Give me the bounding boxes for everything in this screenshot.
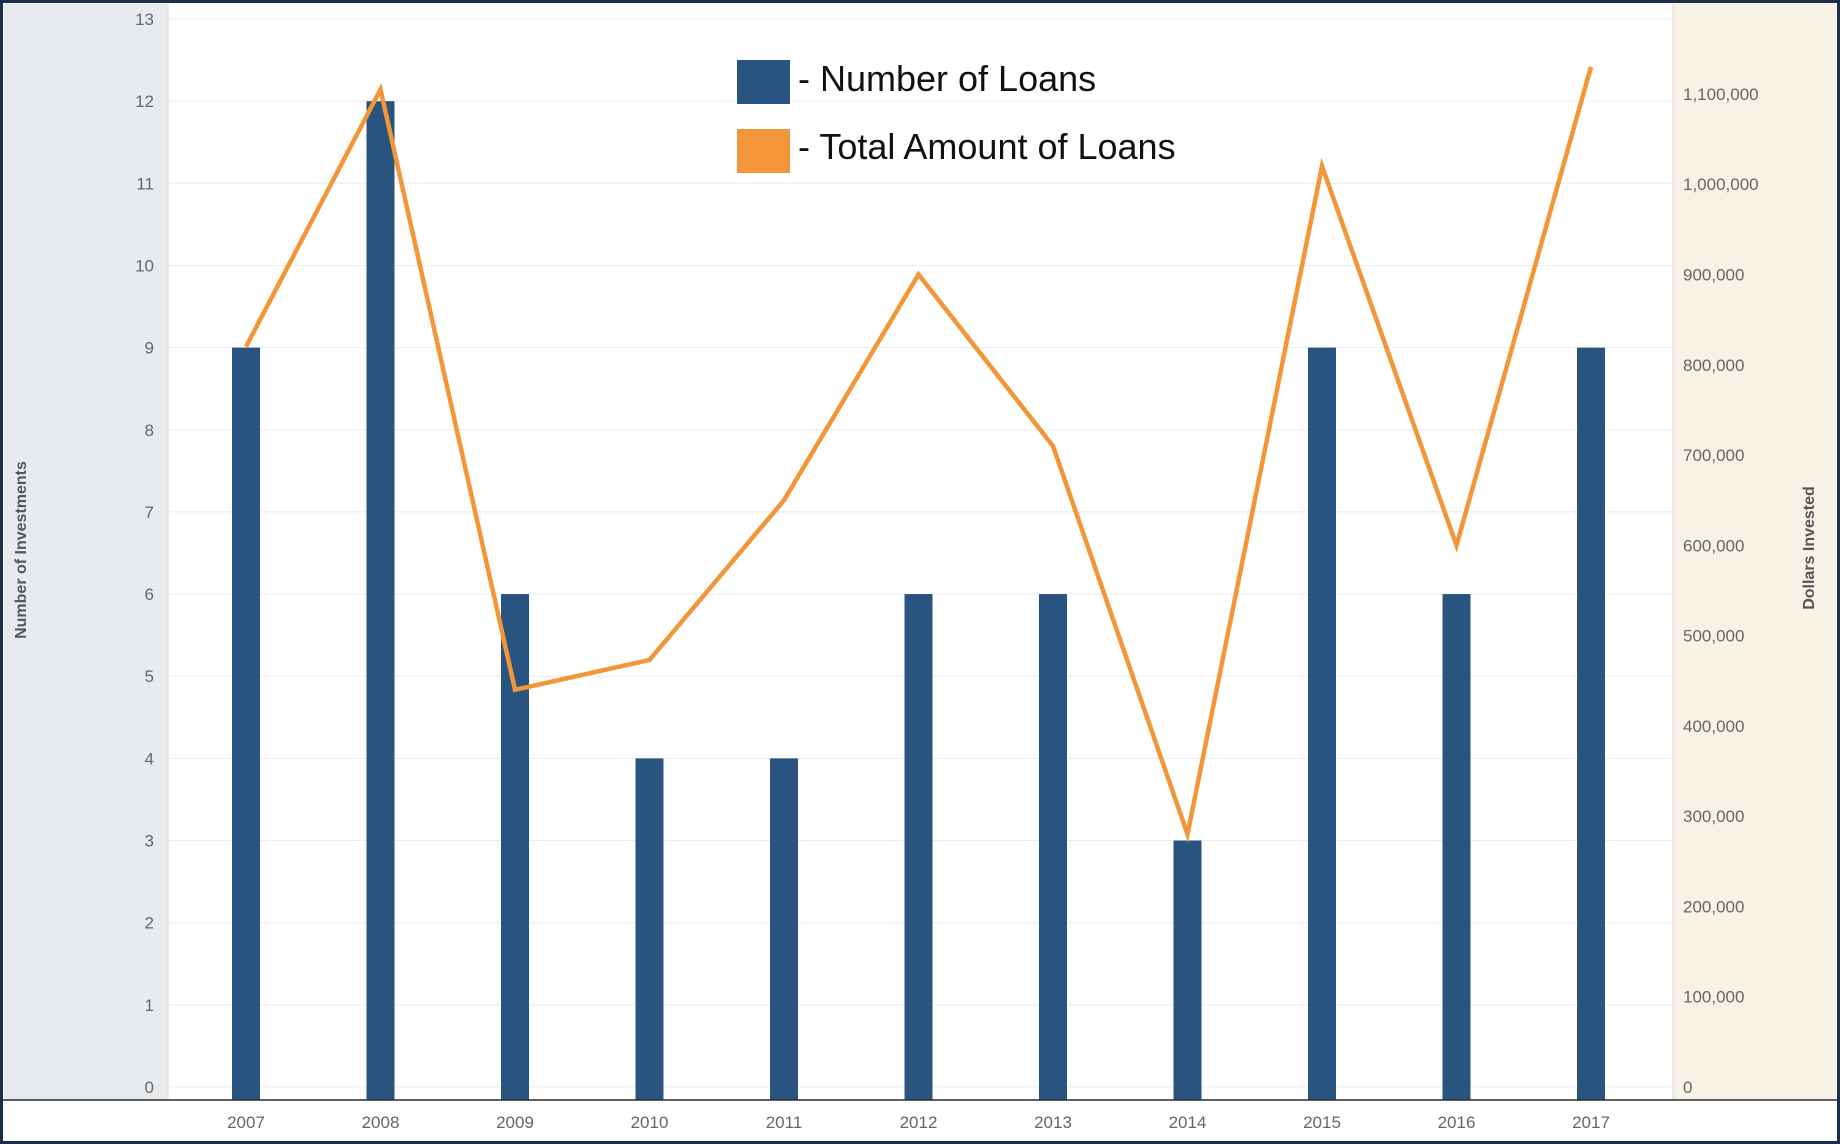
x-tick-label-2016: 2016	[1438, 1113, 1476, 1132]
x-tick-label-2014: 2014	[1169, 1113, 1207, 1132]
x-tick-label-2009: 2009	[496, 1113, 534, 1132]
left-tick-label: 0	[145, 1078, 154, 1097]
legend-label-number-of-loans: - Number of Loans	[798, 58, 1096, 99]
left-tick-label: 6	[145, 585, 154, 604]
legend-label-total-amount-of-loans: - Total Amount of Loans	[798, 126, 1176, 167]
bar-2017	[1577, 347, 1605, 1101]
left-axis-panel	[4, 4, 168, 1100]
bar-2009	[501, 594, 529, 1100]
x-tick-label-2015: 2015	[1303, 1113, 1341, 1132]
bar-2007	[232, 347, 260, 1101]
left-tick-label: 8	[145, 421, 154, 440]
left-tick-label: 11	[136, 174, 154, 193]
left-tick-label: 13	[135, 10, 154, 29]
legend-swatch-total-amount-of-loans	[737, 129, 790, 173]
legend-swatch-number-of-loans	[737, 60, 790, 104]
x-tick-label-2007: 2007	[227, 1113, 265, 1132]
bar-2011	[770, 758, 798, 1100]
bar-2013	[1039, 594, 1067, 1100]
x-tick-label-2013: 2013	[1034, 1113, 1072, 1132]
right-tick-label: 900,000	[1683, 265, 1744, 284]
x-tick-label-2012: 2012	[900, 1113, 938, 1132]
right-tick-label: 300,000	[1683, 807, 1744, 826]
right-axis-ticks: 0 100,000 200,000 300,000 400,000 500,000 600,…	[1683, 85, 1759, 1097]
right-tick-label: 500,000	[1683, 627, 1744, 646]
right-tick-label: 600,000	[1683, 536, 1744, 555]
right-tick-label: 400,000	[1683, 717, 1744, 736]
bar-2014	[1173, 840, 1202, 1100]
x-tick-label-2010: 2010	[631, 1113, 669, 1132]
bar-2012	[904, 594, 933, 1100]
left-tick-label: 1	[145, 996, 154, 1015]
right-axis-panel	[1673, 4, 1836, 1100]
right-tick-label: 1,000,000	[1683, 175, 1759, 194]
bar-2008	[366, 101, 395, 1100]
left-tick-label: 12	[135, 92, 154, 111]
x-tick-label-2008: 2008	[362, 1113, 400, 1132]
legend: - Number of Loans - Total Amount of Loan…	[737, 58, 1176, 173]
bar-series	[232, 101, 1605, 1101]
bar-2010	[635, 758, 664, 1100]
left-tick-label: 5	[145, 667, 154, 686]
left-tick-label: 4	[145, 749, 154, 768]
right-tick-label: 1,100,000	[1683, 85, 1759, 104]
right-tick-label: 0	[1683, 1078, 1692, 1097]
left-axis-title: Number of Investments	[13, 461, 30, 639]
right-tick-label: 100,000	[1683, 988, 1744, 1007]
left-tick-label: 10	[135, 256, 154, 275]
left-tick-label: 9	[145, 339, 154, 358]
right-tick-label: 200,000	[1683, 897, 1744, 916]
right-tick-label: 800,000	[1683, 356, 1744, 375]
x-axis-ticks: 2007 2008 2009 2010 2011 2012 2013 2014 2015 2016…	[227, 1113, 1610, 1132]
line-series	[244, 66, 1594, 843]
x-tick-label-2011: 2011	[766, 1113, 803, 1132]
left-tick-label: 7	[145, 503, 154, 522]
x-tick-label-2017: 2017	[1572, 1113, 1610, 1132]
left-tick-label: 3	[145, 832, 154, 851]
bar-2016	[1442, 594, 1471, 1100]
right-axis-title: Dollars Invested	[1801, 486, 1818, 610]
bar-2015	[1308, 347, 1336, 1101]
right-tick-label: 700,000	[1683, 446, 1744, 465]
left-tick-label: 2	[145, 914, 154, 933]
